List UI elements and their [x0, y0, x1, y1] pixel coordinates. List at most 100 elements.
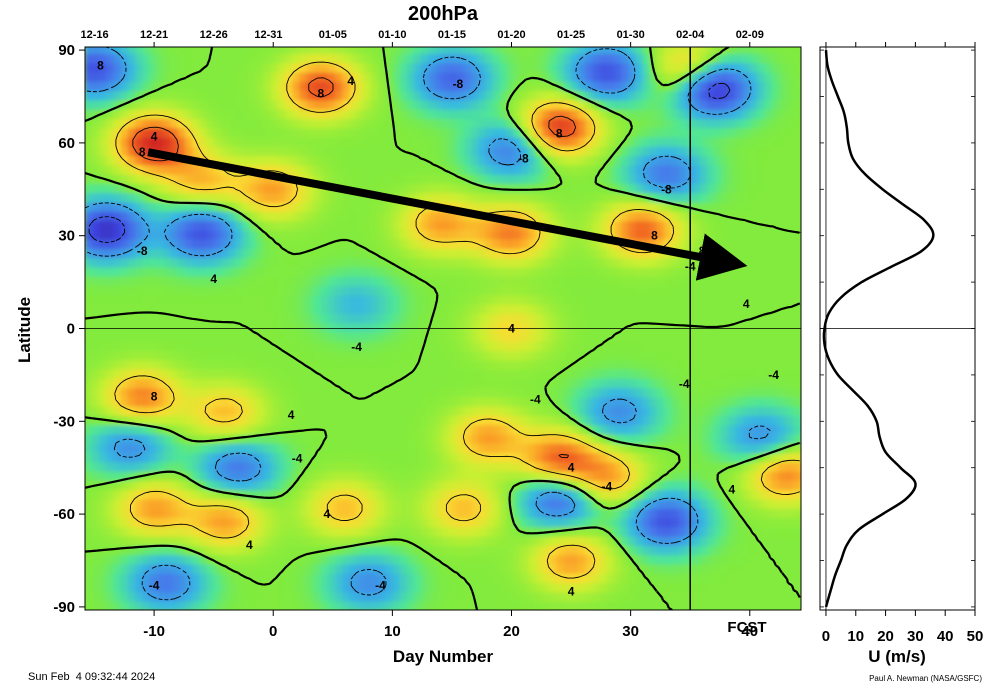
heatmap-cell [649, 275, 658, 286]
heatmap-cell [628, 480, 637, 491]
heatmap-cell [406, 294, 415, 305]
heatmap-cell [528, 489, 537, 500]
heatmap-cell [363, 238, 372, 249]
heatmap-cell [370, 572, 379, 583]
heatmap-cell [571, 322, 579, 333]
heatmap-cell [363, 118, 372, 129]
heatmap-cell [471, 498, 479, 509]
heatmap-cell [85, 136, 93, 147]
heatmap-cell [185, 424, 193, 435]
heatmap-cell [192, 127, 201, 138]
heatmap-cell [170, 443, 179, 454]
heatmap-cell [606, 415, 615, 426]
heatmap-cell [256, 340, 265, 351]
heatmap-cell [249, 81, 258, 92]
heatmap-cell [135, 443, 143, 454]
heatmap-cell [492, 294, 501, 305]
heatmap-cell [170, 192, 179, 203]
heatmap-cell [428, 53, 436, 64]
heatmap-cell [170, 322, 179, 333]
heatmap-cell [578, 136, 587, 147]
heatmap-cell [328, 285, 336, 296]
heatmap-cell [592, 211, 601, 222]
heatmap-cell [228, 99, 236, 110]
heatmap-cell [206, 62, 215, 73]
heatmap-cell [656, 452, 665, 463]
heatmap-cell [599, 211, 608, 222]
heatmap-cell [370, 600, 379, 610]
heatmap-cell [99, 340, 108, 351]
heatmap-cell [421, 507, 429, 518]
heatmap-cell [285, 164, 293, 175]
heatmap-cell [256, 303, 265, 314]
heatmap-cell [235, 220, 243, 231]
heatmap-cell [449, 257, 458, 268]
heatmap-cell [242, 155, 251, 166]
heatmap-cell [199, 313, 208, 324]
heatmap-cell [492, 146, 501, 157]
heatmap-cell [513, 526, 522, 537]
heatmap-cell [256, 563, 265, 574]
heatmap-cell [471, 146, 479, 157]
heatmap-cell [549, 285, 558, 296]
heatmap-cell [163, 480, 172, 491]
heatmap-cell [170, 340, 179, 351]
heatmap-cell [442, 591, 451, 602]
heatmap-cell [199, 173, 208, 184]
heatmap-cell [542, 405, 551, 416]
heatmap-cell [199, 507, 208, 518]
heatmap-cell [585, 498, 594, 509]
heatmap-cell [185, 275, 193, 286]
heatmap-cell [563, 62, 572, 73]
heatmap-cell [192, 498, 201, 509]
heatmap-cell [535, 238, 544, 249]
heatmap-cell [385, 433, 394, 444]
heatmap-cell [392, 350, 401, 361]
heatmap-cell [506, 99, 515, 110]
heatmap-cell [278, 164, 286, 175]
heatmap-cell [278, 433, 286, 444]
heatmap-cell [306, 248, 315, 259]
heatmap-cell [142, 526, 151, 537]
heatmap-cell [542, 173, 551, 184]
heatmap-cell [127, 415, 136, 426]
heatmap-cell [235, 554, 243, 565]
heatmap-cell [363, 359, 372, 370]
heatmap-cell [170, 62, 179, 73]
heatmap-cell [542, 136, 551, 147]
heatmap-cell [528, 322, 537, 333]
heatmap-cell [578, 71, 587, 82]
heatmap-cell [213, 424, 222, 435]
heatmap-cell [156, 517, 165, 528]
heatmap-cell [621, 452, 629, 463]
heatmap-cell [113, 155, 122, 166]
heatmap-cell [406, 47, 415, 54]
heatmap-cell [199, 118, 208, 129]
heatmap-cell [363, 220, 372, 231]
heatmap-cell [356, 257, 365, 268]
heatmap-cell [614, 136, 622, 147]
heatmap-cell [213, 470, 222, 481]
heatmap-cell [614, 554, 622, 565]
heatmap-cell [263, 545, 272, 556]
heatmap-cell [449, 526, 458, 537]
heatmap-cell [106, 526, 115, 537]
heatmap-cell [263, 53, 272, 64]
heatmap-cell [235, 303, 243, 314]
heatmap-cell [571, 303, 579, 314]
heatmap-cell [614, 275, 622, 286]
heatmap-cell [328, 498, 336, 509]
heatmap-cell [556, 285, 565, 296]
heatmap-cell [113, 257, 122, 268]
heatmap-cell [585, 53, 594, 64]
heatmap-cell [528, 47, 537, 54]
heatmap-cell [392, 368, 401, 379]
heatmap-cell [649, 591, 658, 602]
heatmap-cell [628, 108, 637, 119]
heatmap-cell [606, 480, 615, 491]
heatmap-cell [85, 545, 93, 556]
heatmap-cell [413, 582, 422, 593]
heatmap-cell [349, 322, 358, 333]
heatmap-cell [406, 470, 415, 481]
heatmap-cell [127, 461, 136, 472]
